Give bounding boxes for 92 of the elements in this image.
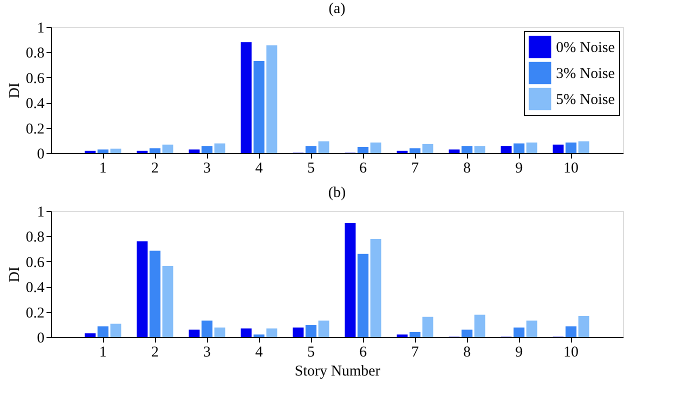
bar	[318, 320, 330, 337]
bar	[254, 334, 264, 337]
y-tick-label: 0.2	[26, 121, 44, 138]
x-tick-label: 5	[307, 344, 315, 360]
bar	[552, 144, 564, 153]
y-tick-label: 1	[37, 204, 44, 220]
bar	[578, 141, 590, 153]
bar	[514, 328, 524, 337]
bar	[240, 328, 252, 337]
bar	[422, 144, 434, 153]
bar	[188, 149, 200, 153]
bar	[162, 144, 174, 153]
y-tick-label: 0.2	[26, 305, 44, 322]
bar	[474, 314, 486, 337]
x-tick-label: 9	[515, 160, 523, 176]
bar	[448, 149, 460, 153]
bar	[462, 330, 472, 337]
bar	[254, 61, 264, 153]
bar	[240, 42, 252, 153]
y-tick-label: 0.8	[26, 230, 44, 246]
x-tick-label: 8	[463, 344, 471, 360]
bar	[526, 320, 538, 337]
x-tick-label: 6	[359, 160, 368, 176]
bar	[566, 142, 576, 153]
x-tick-label: 3	[203, 160, 211, 176]
bar	[110, 148, 122, 153]
x-tick-label: 9	[515, 344, 523, 360]
bar	[358, 146, 368, 153]
bar	[110, 324, 122, 337]
y-tick-label: 0	[37, 330, 44, 346]
x-tick-label: 2	[151, 160, 159, 176]
legend-label: 5% Noise	[556, 92, 616, 108]
bar	[98, 326, 108, 337]
bar	[306, 325, 316, 337]
bar	[396, 334, 408, 337]
y-tick-label: 0.4	[26, 96, 45, 112]
bar	[202, 146, 212, 153]
y-tick-label: 0.8	[26, 46, 44, 62]
x-tick-label: 10	[564, 344, 578, 360]
y-tick-label: 1	[37, 20, 44, 36]
x-tick-label: 10	[564, 160, 578, 176]
x-tick-label: 1	[99, 344, 107, 360]
x-tick-label: 3	[203, 344, 211, 360]
y-tick-label: 0	[37, 146, 44, 162]
bar	[162, 266, 174, 337]
x-tick-label: 7	[411, 344, 420, 360]
bar	[202, 320, 212, 337]
x-axis-title: Story Number	[294, 364, 380, 380]
bar	[474, 146, 486, 153]
bar	[214, 143, 226, 153]
x-tick-label: 6	[359, 344, 368, 360]
chart-title: (b)	[328, 185, 346, 201]
bar	[266, 45, 278, 153]
x-tick-label: 4	[255, 344, 264, 360]
legend-label: 3% Noise	[556, 66, 616, 82]
bar	[306, 146, 316, 153]
bar	[84, 333, 96, 337]
bar	[98, 149, 108, 153]
bar	[266, 328, 278, 337]
bar	[370, 142, 382, 153]
x-tick-label: 7	[411, 160, 420, 176]
bar	[410, 332, 420, 337]
x-tick-label: 4	[255, 160, 264, 176]
bar	[500, 146, 512, 153]
bar	[318, 141, 330, 153]
legend-label: 0% Noise	[556, 40, 616, 56]
bar	[422, 316, 434, 337]
y-axis-title: DI	[6, 82, 23, 98]
y-tick-label: 0.6	[26, 70, 45, 87]
bar	[344, 222, 356, 337]
x-tick-label: 8	[463, 160, 471, 176]
bar	[150, 148, 160, 153]
bar	[150, 250, 160, 337]
x-tick-label: 1	[99, 160, 107, 176]
bar	[462, 146, 472, 153]
bar	[410, 148, 420, 153]
bar	[188, 330, 200, 337]
bar	[214, 328, 226, 337]
bar	[136, 241, 148, 337]
bar	[566, 326, 576, 337]
bar	[370, 238, 382, 337]
bar	[358, 254, 368, 337]
y-tick-label: 0.4	[26, 280, 45, 296]
bar	[292, 328, 304, 337]
x-tick-label: 2	[151, 344, 159, 360]
chart-title: (a)	[328, 1, 346, 17]
bar	[578, 316, 590, 337]
bar	[526, 142, 538, 153]
bar	[514, 143, 524, 153]
y-axis-title: DI	[6, 266, 23, 282]
y-tick-label: 0.6	[26, 254, 45, 271]
x-tick-label: 5	[307, 160, 315, 176]
